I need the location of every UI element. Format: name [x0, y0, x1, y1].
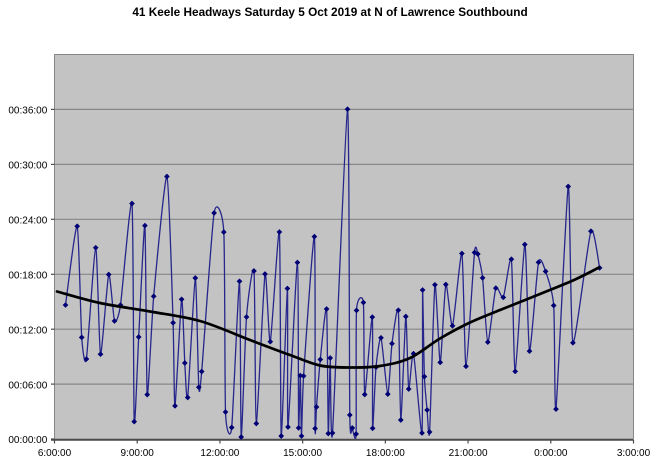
svg-text:00:30:00: 00:30:00 — [8, 161, 47, 172]
svg-text:00:36:00: 00:36:00 — [8, 106, 47, 117]
svg-text:00:18:00: 00:18:00 — [8, 271, 47, 282]
svg-text:15:00:00: 15:00:00 — [283, 448, 322, 459]
svg-text:3:00:00: 3:00:00 — [617, 448, 651, 459]
svg-text:00:06:00: 00:06:00 — [8, 380, 47, 391]
svg-text:18:00:00: 18:00:00 — [366, 448, 405, 459]
svg-text:00:00:00: 00:00:00 — [8, 435, 47, 446]
svg-text:00:24:00: 00:24:00 — [8, 216, 47, 227]
svg-text:21:00:00: 21:00:00 — [449, 448, 488, 459]
svg-text:12:00:00: 12:00:00 — [200, 448, 239, 459]
svg-text:0:00:00: 0:00:00 — [534, 448, 568, 459]
svg-text:9:00:00: 9:00:00 — [121, 448, 155, 459]
svg-text:00:12:00: 00:12:00 — [8, 325, 47, 336]
svg-text:6:00:00: 6:00:00 — [38, 448, 72, 459]
